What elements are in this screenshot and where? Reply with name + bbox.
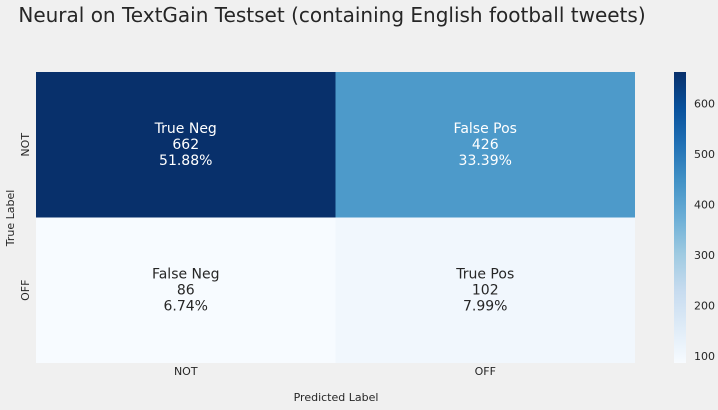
colorbar: 100 200 300 400 500 600 — [674, 72, 715, 363]
heatmap-cell — [36, 72, 336, 218]
colorbar-tick-label: 300 — [694, 249, 715, 262]
y-tick-label: NOT — [19, 133, 32, 157]
x-tick-label: OFF — [475, 365, 496, 378]
cell-count: 662 — [172, 137, 199, 153]
heatmap-cell — [36, 217, 336, 363]
colorbar-tick-label: 100 — [694, 350, 715, 363]
colorbar-tick-label: 600 — [694, 97, 715, 110]
cell-percent: 33.39% — [459, 153, 512, 169]
cell-percent: 51.88% — [159, 153, 212, 169]
heatmap-cell — [335, 217, 635, 363]
cell-count: 102 — [472, 282, 499, 298]
x-tick-label: NOT — [174, 365, 198, 378]
colorbar-tick-label: 500 — [694, 148, 715, 161]
axis-labels: NOT OFF NOT OFF Predicted Label True Label — [4, 133, 496, 404]
y-axis-label: True Label — [4, 190, 17, 248]
cell-percent: 6.74% — [164, 298, 208, 314]
x-axis-label: Predicted Label — [294, 391, 379, 404]
cell-label: True Pos — [455, 266, 514, 282]
cell-label: False Pos — [454, 121, 517, 137]
cell-count: 86 — [177, 282, 195, 298]
cell-label: False Neg — [152, 266, 220, 282]
chart-title: Neural on TextGain Testset (containing E… — [18, 3, 645, 27]
cell-label: True Neg — [154, 121, 217, 137]
heatmap-cell — [335, 72, 635, 218]
colorbar-gradient — [674, 72, 686, 363]
colorbar-tick-label: 200 — [694, 299, 715, 312]
y-tick-label: OFF — [19, 280, 32, 301]
cell-percent: 7.99% — [463, 298, 507, 314]
colorbar-tick-label: 400 — [694, 198, 715, 211]
cell-count: 426 — [472, 137, 499, 153]
